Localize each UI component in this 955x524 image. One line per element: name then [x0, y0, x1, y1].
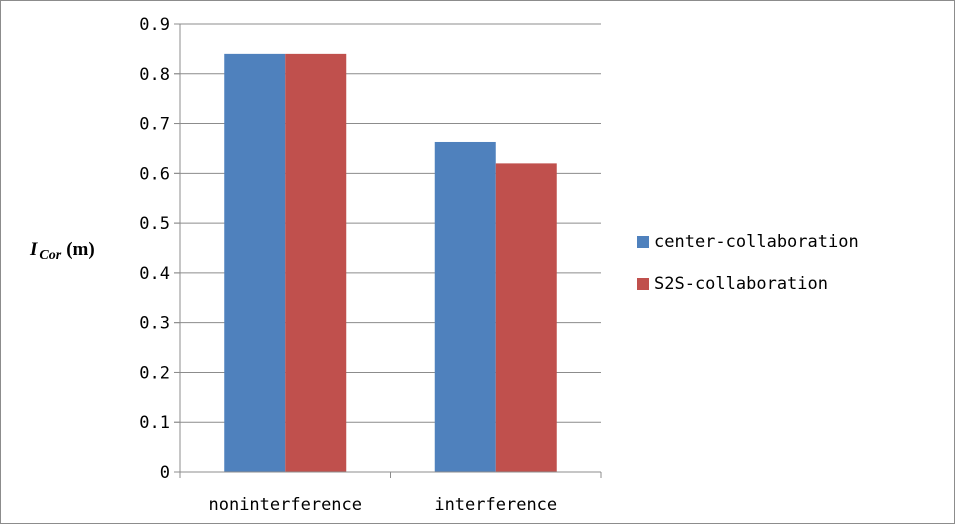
legend-entry: center-collaboration — [654, 232, 859, 252]
bar-center-collaboration-interference — [434, 141, 496, 472]
y-tick-label: 0.8 — [139, 65, 170, 85]
y-axis-tick-labels: 0 0.1 0.2 0.3 0.4 0.5 0.6 0.7 0.8 0.9 — [139, 15, 170, 483]
y-axis-label: I Cor (m) — [29, 239, 95, 263]
legend-swatch — [637, 236, 649, 248]
y-tick-label: 0.7 — [139, 115, 170, 135]
x-axis-category-labels: noninterference interference — [208, 495, 557, 515]
y-tick-label: 0.9 — [139, 15, 170, 35]
y-tick-label: 0.2 — [139, 363, 170, 383]
bar-S2S-collaboration-interference — [495, 163, 557, 472]
y-axis-label-sub: Cor — [39, 248, 61, 263]
y-tick-label: 0.5 — [139, 214, 170, 234]
bar-center-collaboration-noninterference — [224, 53, 286, 472]
legend-entry: S2S-collaboration — [654, 274, 828, 294]
y-tick-label: 0.1 — [139, 413, 170, 433]
y-tick-label: 0.3 — [139, 314, 170, 334]
y-axis-label-main: I — [29, 239, 38, 260]
bars — [224, 53, 557, 472]
y-tick-label: 0.4 — [139, 264, 170, 284]
legend-swatch — [637, 278, 649, 290]
y-axis-label-unit: (m) — [66, 239, 94, 260]
x-category-label: noninterference — [208, 495, 362, 515]
bar-S2S-collaboration-noninterference — [285, 53, 347, 472]
x-category-label: interference — [434, 495, 557, 515]
y-tick-label: 0.6 — [139, 164, 170, 184]
y-tick-label: 0 — [160, 463, 170, 483]
legend: center-collaboration S2S-collaboration — [637, 232, 859, 294]
